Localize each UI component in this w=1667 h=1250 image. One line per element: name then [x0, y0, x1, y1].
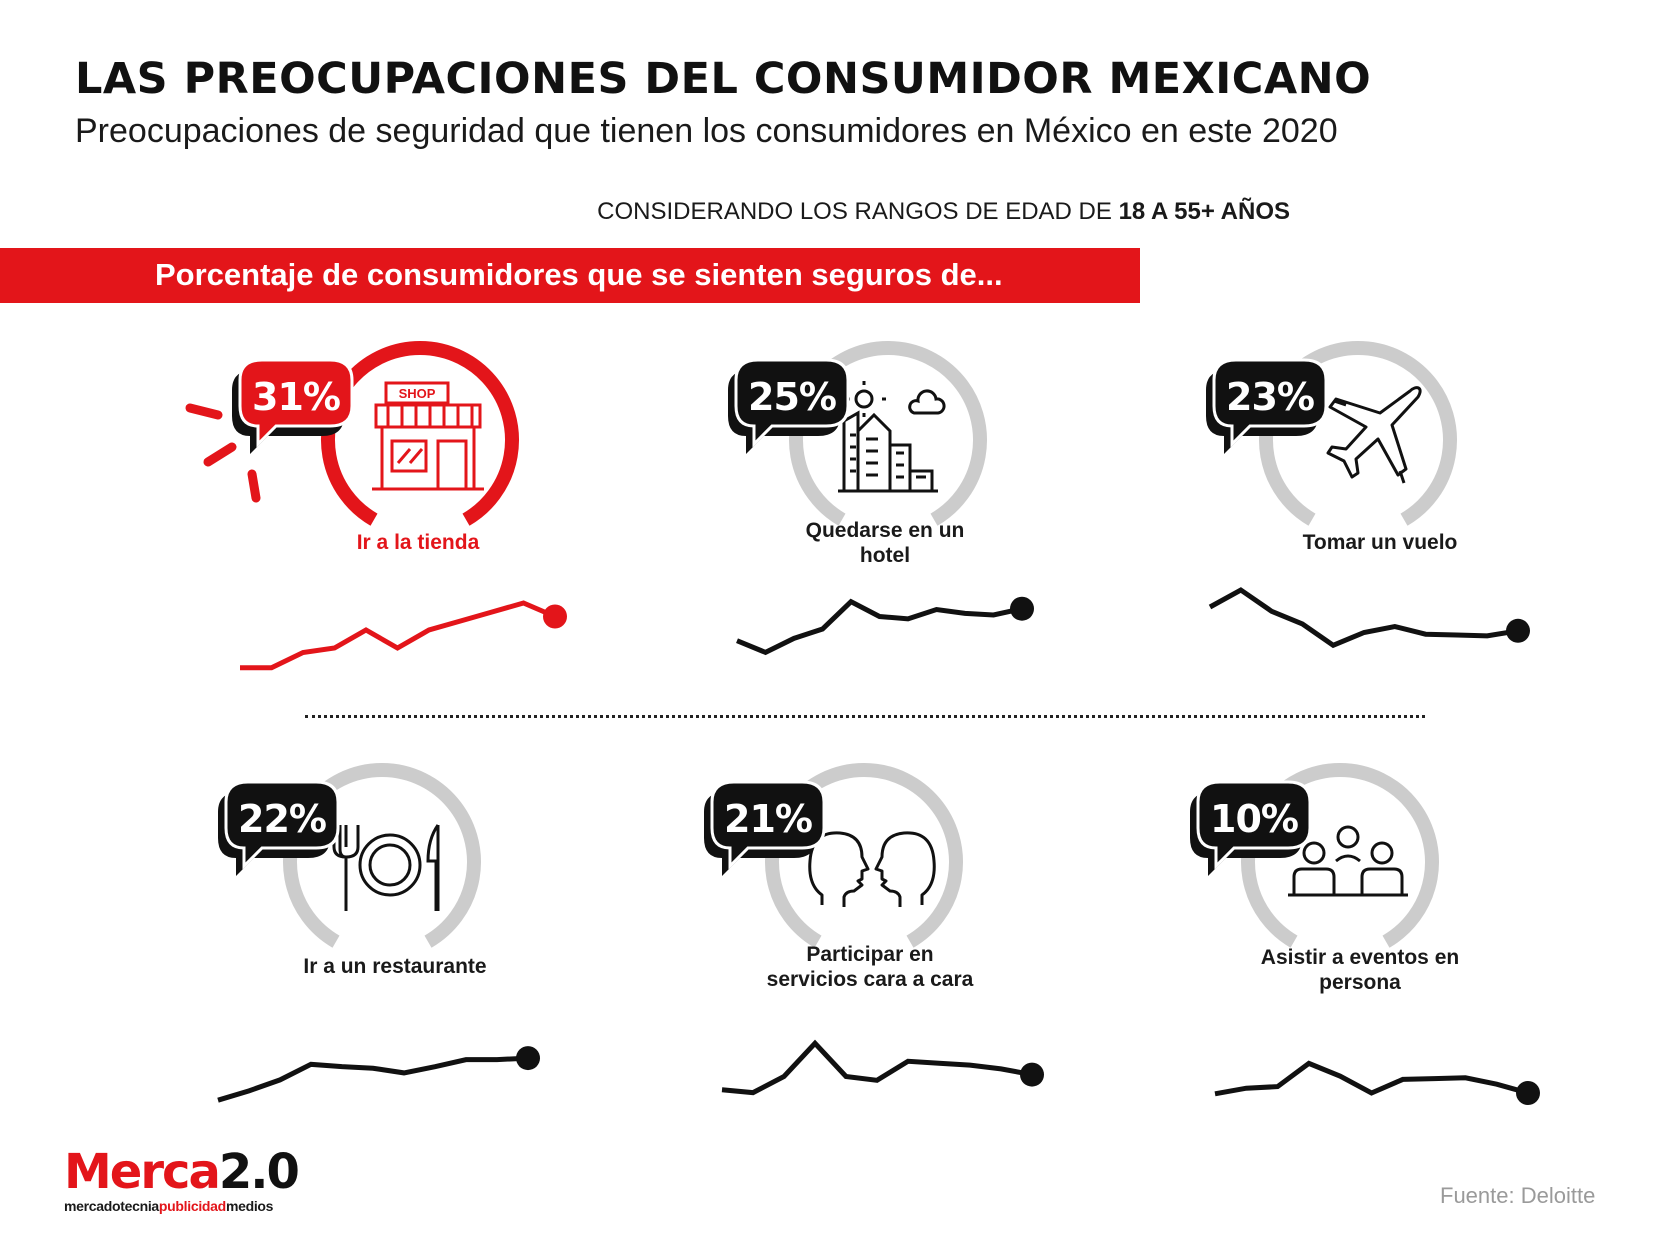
airplane-icon — [1326, 386, 1422, 485]
trend-line — [1208, 587, 1519, 649]
logo-sub-1: mercadotecnia — [64, 1198, 159, 1214]
page-title: LAS PREOCUPACIONES DEL CONSUMIDOR MEXICA… — [75, 54, 1372, 104]
gauge-tomar-un-vuelo: 23% — [1206, 341, 1530, 649]
value-label: 22% — [238, 797, 326, 841]
trend-line — [721, 1039, 1033, 1096]
logo-main-dark: 2.0 — [218, 1144, 300, 1200]
city-buildings-icon — [836, 379, 946, 493]
logo-main-red: Merca — [64, 1144, 221, 1200]
age-range-note: CONSIDERANDO LOS RANGOS DE EDAD DE 18 A … — [0, 198, 1290, 226]
logo-sub-2: publicidad — [158, 1198, 226, 1214]
trend-line — [240, 600, 556, 671]
gauge-label-ir-a-un-restaurante: Ir a un restaurante — [303, 955, 487, 978]
trend-end-point — [1506, 618, 1530, 643]
trend-line — [1214, 1060, 1529, 1097]
gauge-label-ir-a-la-tienda: Ir a la tienda — [356, 531, 480, 554]
face-to-face-icon — [808, 831, 936, 909]
value-label: 21% — [724, 797, 812, 841]
value-bubble: 23% — [1206, 358, 1328, 454]
burst-lines-icon — [185, 403, 261, 503]
gauge-label-tomar-un-vuelo: Tomar un vuelo — [1302, 531, 1458, 554]
section-banner: Porcentaje de consumidores que se siente… — [0, 248, 1140, 303]
row-divider — [305, 715, 1425, 718]
value-label: 31% — [252, 375, 340, 419]
gauge-ring — [1241, 763, 1439, 948]
value-label: 23% — [1226, 375, 1314, 419]
gauge-ring — [765, 763, 963, 948]
gauge-ir-a-un-restaurante: 22% — [217, 763, 540, 1103]
gauge-quedarse-en-un-hotel: 25% — [728, 341, 1034, 656]
gauge-ring — [321, 341, 519, 526]
value-bubble: 10% — [1190, 780, 1312, 876]
trend-line — [736, 598, 1023, 656]
gauge-label-asistir-a-eventos: Asistir a eventos en persona — [1260, 946, 1460, 994]
value-bubble: 31% — [232, 358, 354, 454]
gauge-ring — [789, 341, 987, 526]
value-bubble: 21% — [704, 780, 826, 876]
source-credit: Fuente: Deloitte — [1440, 1183, 1596, 1208]
trend-end-point — [1010, 596, 1034, 621]
gauge-label-participar-en-servicios: Participar en servicios cara a cara — [766, 943, 974, 991]
plate-cutlery-icon — [332, 823, 440, 913]
trend-end-point — [1020, 1062, 1044, 1087]
gauge-ring — [1259, 341, 1457, 526]
trend-end-point — [516, 1046, 540, 1071]
value-bubble: 25% — [728, 358, 850, 454]
value-bubble: 22% — [218, 780, 340, 876]
age-note-range: 18 A 55+ AÑOS — [1118, 198, 1290, 225]
trend-end-point — [1516, 1081, 1540, 1105]
gauge-participar-en-servicios-cara-a-cara: 21% — [704, 763, 1044, 1096]
gauge-ir-a-la-tienda: 31% — [232, 341, 567, 671]
trend-end-point — [543, 604, 567, 629]
gauge-label-quedarse-en-un-hotel: Quedarse en un hotel — [805, 519, 965, 567]
value-label: 10% — [1210, 797, 1298, 841]
logo-sub-3: medios — [225, 1198, 274, 1214]
gauge-asistir-a-eventos-en-persona: 10% — [1190, 763, 1540, 1105]
banner-text: Porcentaje de consumidores que se siente… — [155, 257, 1003, 292]
page-subtitle: Preocupaciones de seguridad que tienen l… — [75, 112, 1338, 150]
shop-icon — [370, 381, 486, 491]
value-label: 25% — [748, 375, 836, 419]
gauge-ring — [283, 763, 481, 948]
merca20-logo: Merca2.0 mercadotecniapublicidadmedios — [64, 1148, 300, 1214]
trend-line — [217, 1055, 529, 1103]
age-note-prefix: CONSIDERANDO LOS RANGOS DE EDAD DE — [597, 198, 1119, 225]
